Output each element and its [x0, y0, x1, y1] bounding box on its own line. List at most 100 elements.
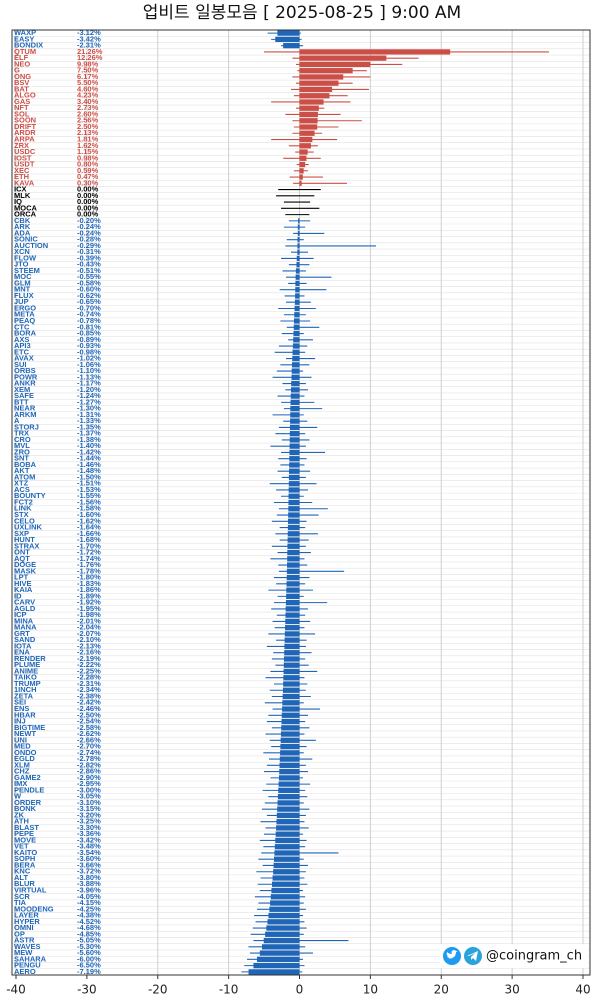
category-label: MOVE [14, 835, 36, 844]
value-label: -5.60% [77, 948, 101, 957]
category-label: AKT [14, 466, 30, 475]
category-label: ERGO [14, 303, 36, 312]
category-label: DRIFT [14, 122, 36, 131]
bar [275, 36, 300, 43]
bar [277, 806, 300, 812]
x-tick-label: 20 [434, 983, 449, 997]
category-label: JUP [14, 297, 29, 306]
category-label: SNT [14, 454, 29, 463]
bar [263, 937, 300, 944]
value-label: -1.80% [77, 573, 101, 582]
bar [279, 762, 300, 768]
value-label: -2.25% [77, 666, 101, 675]
value-label: -3.72% [77, 867, 101, 876]
value-label: -6.50% [77, 961, 101, 970]
value-label: -2.28% [77, 673, 101, 682]
category-label: ANKR [14, 379, 36, 388]
bar [292, 349, 300, 355]
value-label: 0.80% [77, 160, 99, 169]
bar [295, 268, 300, 274]
category-label: BAT [14, 84, 29, 93]
category-label: EGLD [14, 754, 35, 763]
category-label: STEEM [14, 266, 40, 275]
bar [288, 493, 300, 499]
value-label: -2.62% [77, 729, 101, 738]
category-label: CTC [14, 322, 30, 331]
value-label: -4.38% [77, 911, 101, 920]
value-label: -2.16% [77, 648, 101, 657]
bar [276, 812, 300, 819]
value-label: -2.58% [77, 723, 101, 732]
category-label: MASK [14, 566, 37, 575]
value-label: -1.78% [77, 566, 101, 575]
bar [284, 643, 300, 650]
value-label: -1.24% [77, 391, 101, 400]
bar [278, 775, 300, 781]
bar [294, 305, 300, 312]
x-tick-label: 30 [504, 983, 519, 997]
bar [297, 249, 300, 255]
bar [299, 99, 324, 105]
category-label: SUI [14, 360, 27, 369]
category-label: MANA [14, 623, 37, 632]
bar [275, 837, 300, 844]
bar [299, 149, 308, 155]
category-label: BLAST [14, 823, 39, 832]
category-label: SAHARA [14, 954, 47, 963]
value-label: -3.25% [77, 817, 101, 826]
bar [256, 956, 300, 962]
category-label: DOGE [14, 560, 36, 569]
category-label: QTUM [14, 47, 36, 56]
category-label: ONT [14, 548, 30, 557]
category-label: ARKM [14, 410, 37, 419]
bar [283, 662, 300, 668]
value-label: 21.26% [77, 47, 103, 56]
bar [293, 324, 300, 330]
category-label: MNT [14, 285, 31, 294]
category-label: AXS [14, 335, 29, 344]
category-label: ONDO [14, 748, 37, 757]
value-label: -0.89% [77, 335, 101, 344]
category-label: ORCA [14, 210, 37, 219]
value-label: -3.15% [77, 804, 101, 813]
category-label: MOC [14, 272, 32, 281]
bar [266, 925, 300, 931]
value-label: -3.42% [77, 34, 101, 43]
category-label: ETH [14, 172, 29, 181]
value-label: -4.68% [77, 923, 101, 932]
category-label: BERA [14, 860, 36, 869]
bar [288, 487, 300, 493]
value-label: 2.56% [77, 116, 99, 125]
plot-area: WAXP -3.12% EASY -3.42% BONDIX -2.31% QTUM 21.2… [12, 28, 590, 976]
category-label: A [14, 416, 20, 425]
bar [289, 431, 300, 437]
bar [289, 449, 300, 456]
value-label: -3.10% [77, 798, 101, 807]
category-label: ARPA [14, 135, 35, 144]
bar [297, 224, 300, 230]
bar [295, 293, 300, 299]
bar [295, 280, 300, 287]
category-label: MOCA [14, 203, 37, 212]
value-label: 0.00% [77, 191, 99, 200]
bar [282, 700, 300, 706]
value-label: -1.70% [77, 541, 101, 550]
category-label: W [14, 792, 22, 801]
bar [299, 105, 319, 111]
bar [293, 318, 300, 324]
category-label: MVL [14, 441, 30, 450]
bar [290, 393, 300, 399]
value-label: 4.60% [77, 84, 99, 93]
category-label: BONDIX [14, 41, 43, 50]
bar [283, 43, 300, 49]
value-label: -1.31% [77, 410, 101, 419]
bar [288, 474, 300, 481]
value-label: -2.78% [77, 754, 101, 763]
category-label: KAITO [14, 848, 37, 857]
bar [273, 869, 300, 875]
value-label: -1.13% [77, 372, 101, 381]
value-label: -1.89% [77, 591, 101, 600]
value-label: -2.74% [77, 748, 101, 757]
value-label: -2.90% [77, 773, 101, 782]
